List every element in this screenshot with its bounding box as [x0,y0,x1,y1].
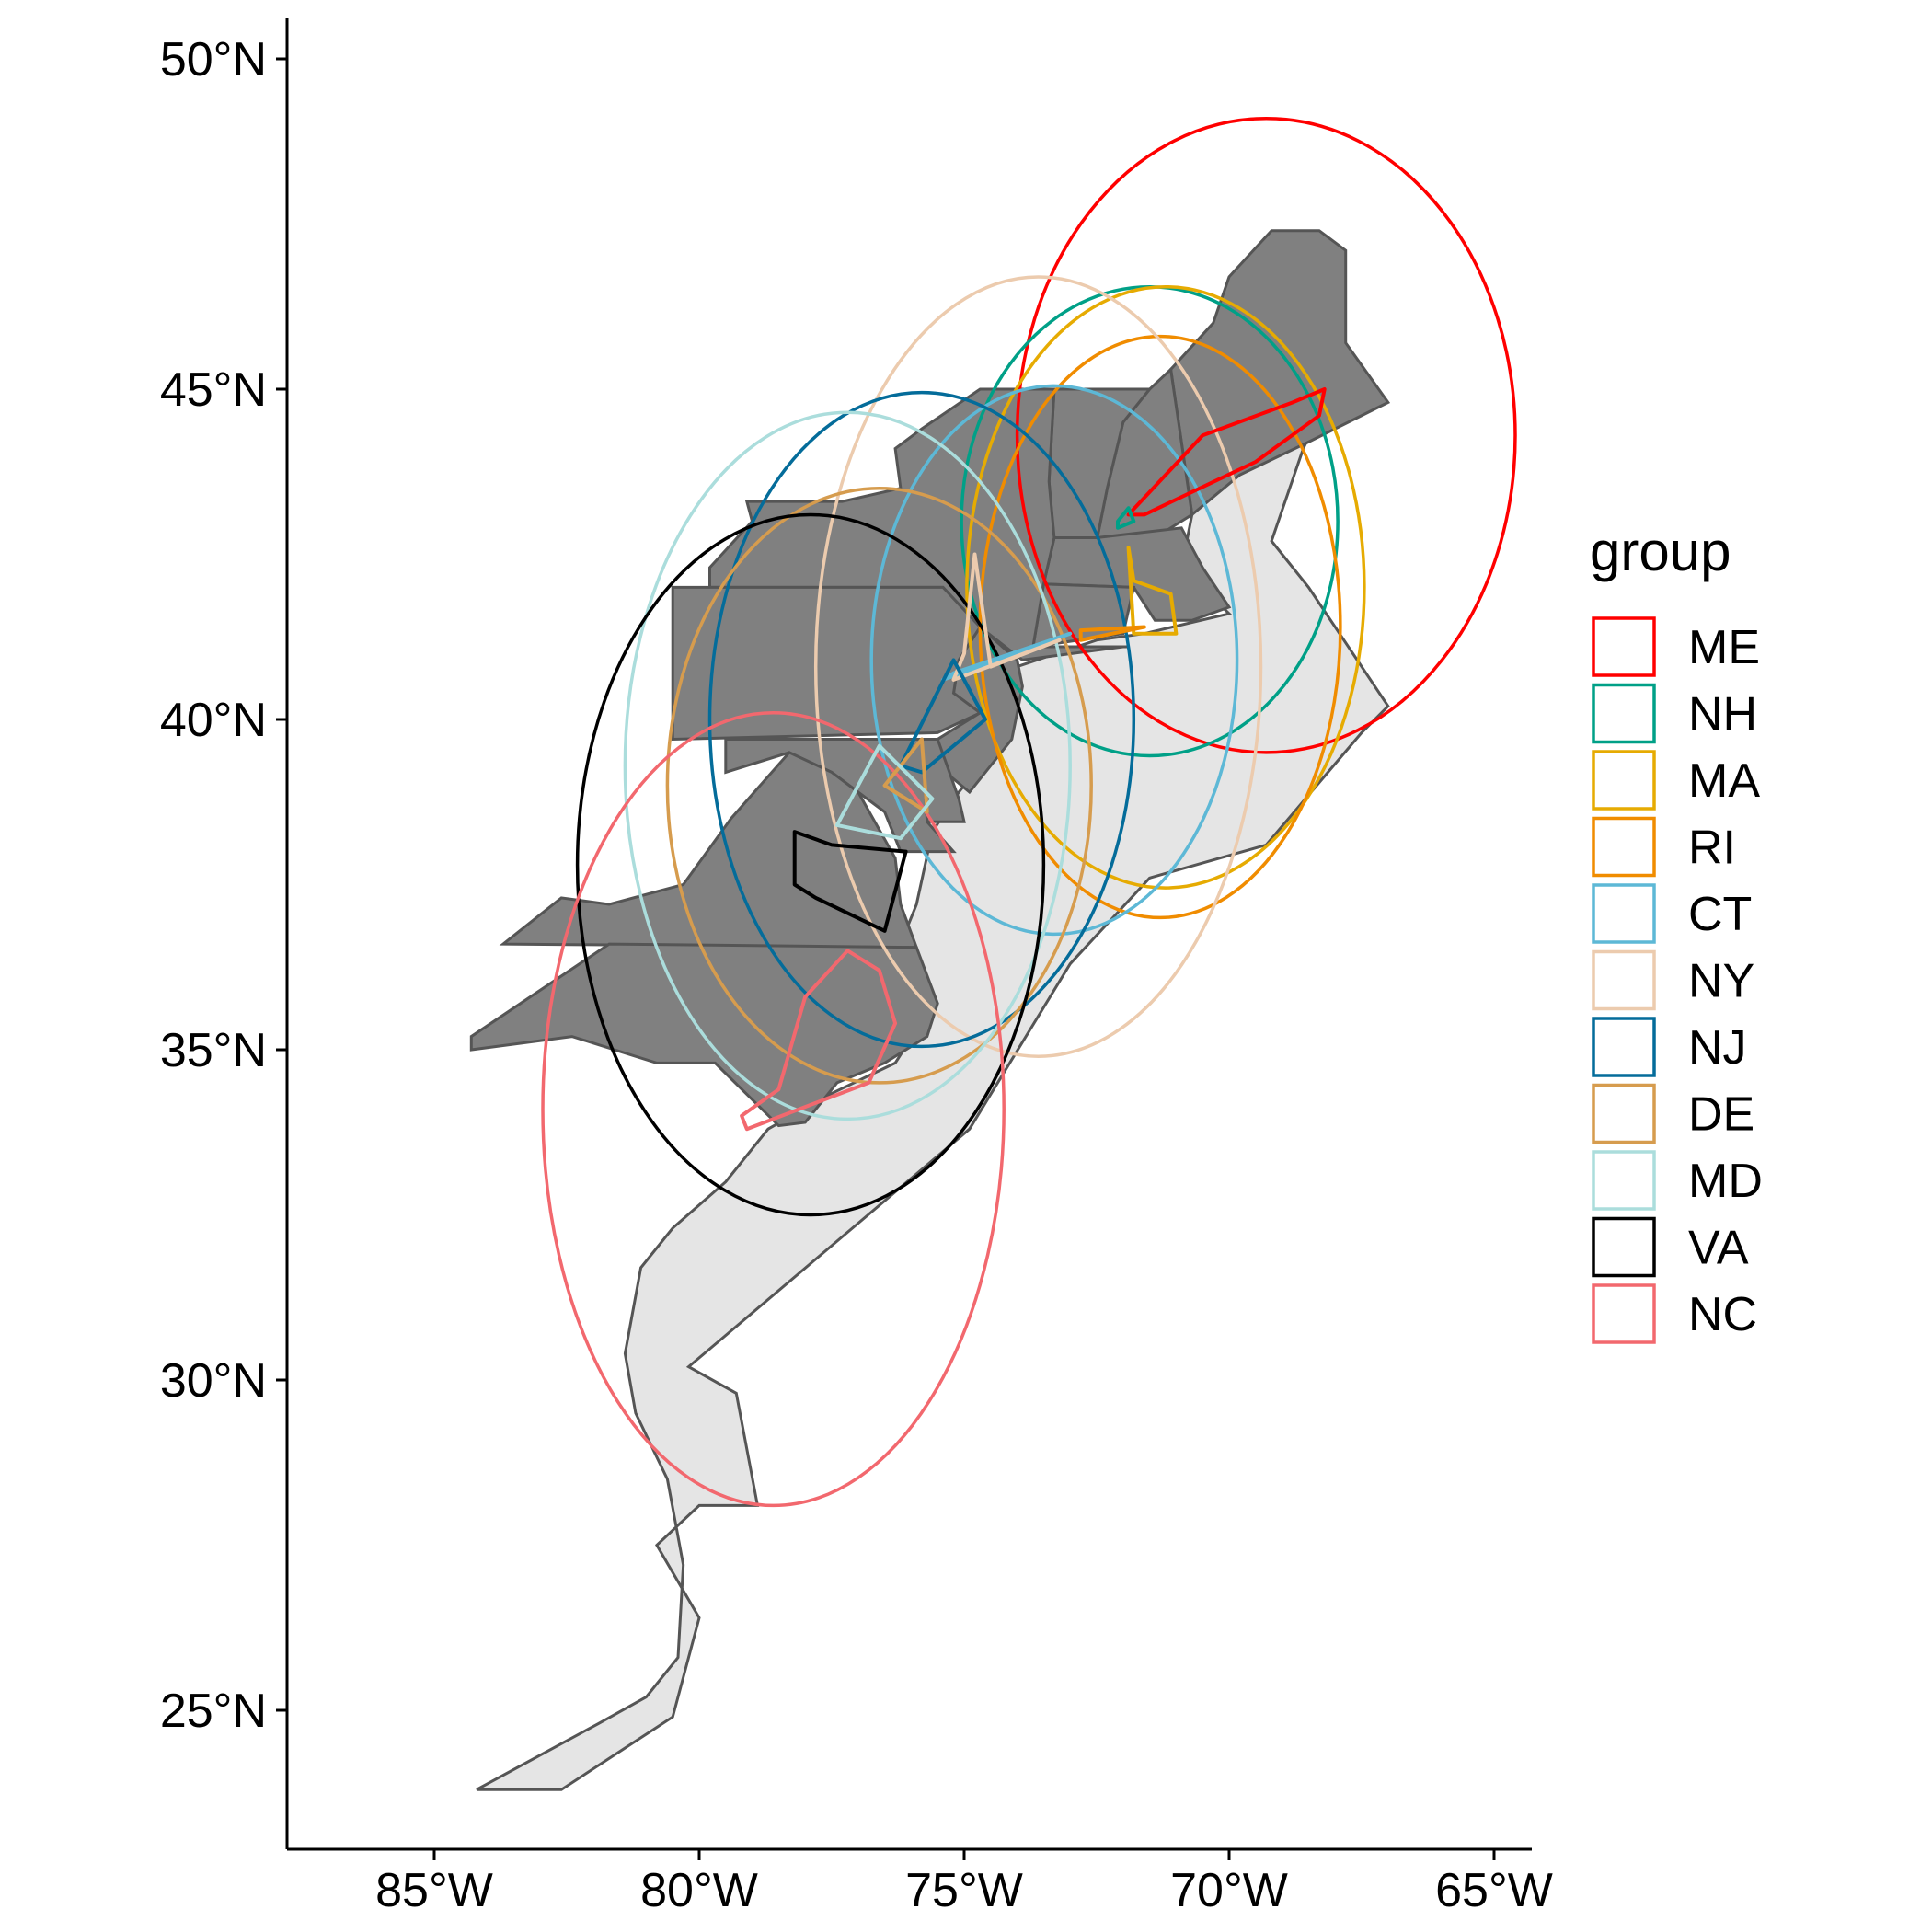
buffer-me [1015,116,1517,754]
site-outline-nh [1116,506,1136,530]
site-outline-ri [1078,625,1146,642]
buffer-polygons-layer [541,116,1517,1508]
legend-label: CT [1688,888,1752,941]
legend-swatch [1592,616,1656,677]
legend-swatch [1592,1017,1656,1077]
y-tick-label: 40°N [160,694,267,747]
site-outline-ma [1126,546,1179,636]
coastal-region-layer [476,413,1390,1791]
legend-swatch [1592,1150,1656,1211]
legend-item-ma: MA [1592,750,1760,811]
y-tick-label: 45°N [160,363,267,417]
legend-label: NC [1688,1288,1757,1341]
y-tick-label: 35°N [160,1024,267,1077]
legend-label: ME [1688,621,1760,674]
site-outline-ny [951,552,1062,682]
buffer-md [623,410,1072,1121]
legend-item-de: DE [1592,1083,1754,1144]
legend-label: MA [1688,754,1760,808]
y-tick-label: 30°N [160,1354,267,1408]
legend-swatch [1592,683,1656,744]
x-tick-label: 75°W [905,1864,1023,1917]
legend-label: NJ [1688,1021,1747,1075]
buffer-ct [869,384,1239,937]
legend-swatch [1592,1216,1656,1278]
legend-item-va: VA [1592,1216,1749,1278]
legend-item-ct: CT [1592,883,1752,944]
legend-label: NH [1688,688,1757,742]
buffer-ny [813,275,1263,1058]
legend-swatch [1592,883,1656,944]
x-tick-label: 80°W [640,1864,758,1917]
state-pennsylvania [671,585,983,742]
legend-item-nc: NC [1592,1283,1757,1344]
y-tick-label: 50°N [160,33,267,86]
legend-swatch [1592,1083,1656,1144]
legend-swatch [1592,816,1656,878]
legend-swatch [1592,949,1656,1011]
legend-label: RI [1688,822,1736,875]
legend-label: DE [1688,1088,1754,1142]
buffer-nc [541,711,1006,1508]
site-outline-va [792,830,908,933]
state-massachusetts [1041,526,1232,622]
legend-item-md: MD [1592,1150,1763,1211]
state-virginia [499,751,919,949]
x-tick-label: 85°W [375,1864,493,1917]
legend-swatch [1592,750,1656,811]
site-outline-nj [898,658,987,775]
axes: 50°N 45°N 40°N 35°N 30°N 25°N 85°W 80°W 75°W 70°W… [160,18,1553,1917]
legend-item-nj: NJ [1592,1017,1747,1077]
legend-label: NY [1688,955,1754,1008]
site-outline-de [882,737,929,814]
legend-title: group [1590,521,1731,582]
buffer-ma [965,284,1366,890]
legend-item-nh: NH [1592,683,1757,744]
site-outline-ct [941,631,1073,682]
legend: group ME NH MA RI CT NY NJ DE MD VA NC [1590,521,1763,1344]
legend-item-me: ME [1592,616,1760,677]
site-outline-me [1126,387,1327,517]
buffer-va [575,512,1046,1217]
site-outline-md [834,743,935,841]
legend-label: VA [1688,1222,1749,1275]
legend-item-ri: RI [1592,816,1736,878]
legend-item-ny: NY [1592,949,1754,1011]
buffer-nj [707,390,1136,1049]
buffer-de [665,486,1093,1085]
x-tick-label: 70°W [1170,1864,1288,1917]
site-outline-nc [740,949,898,1132]
legend-swatch [1592,1283,1656,1344]
legend-label: MD [1688,1155,1763,1208]
y-tick-label: 25°N [160,1685,267,1738]
x-tick-label: 65°W [1435,1864,1553,1917]
coastal-region [476,413,1390,1791]
